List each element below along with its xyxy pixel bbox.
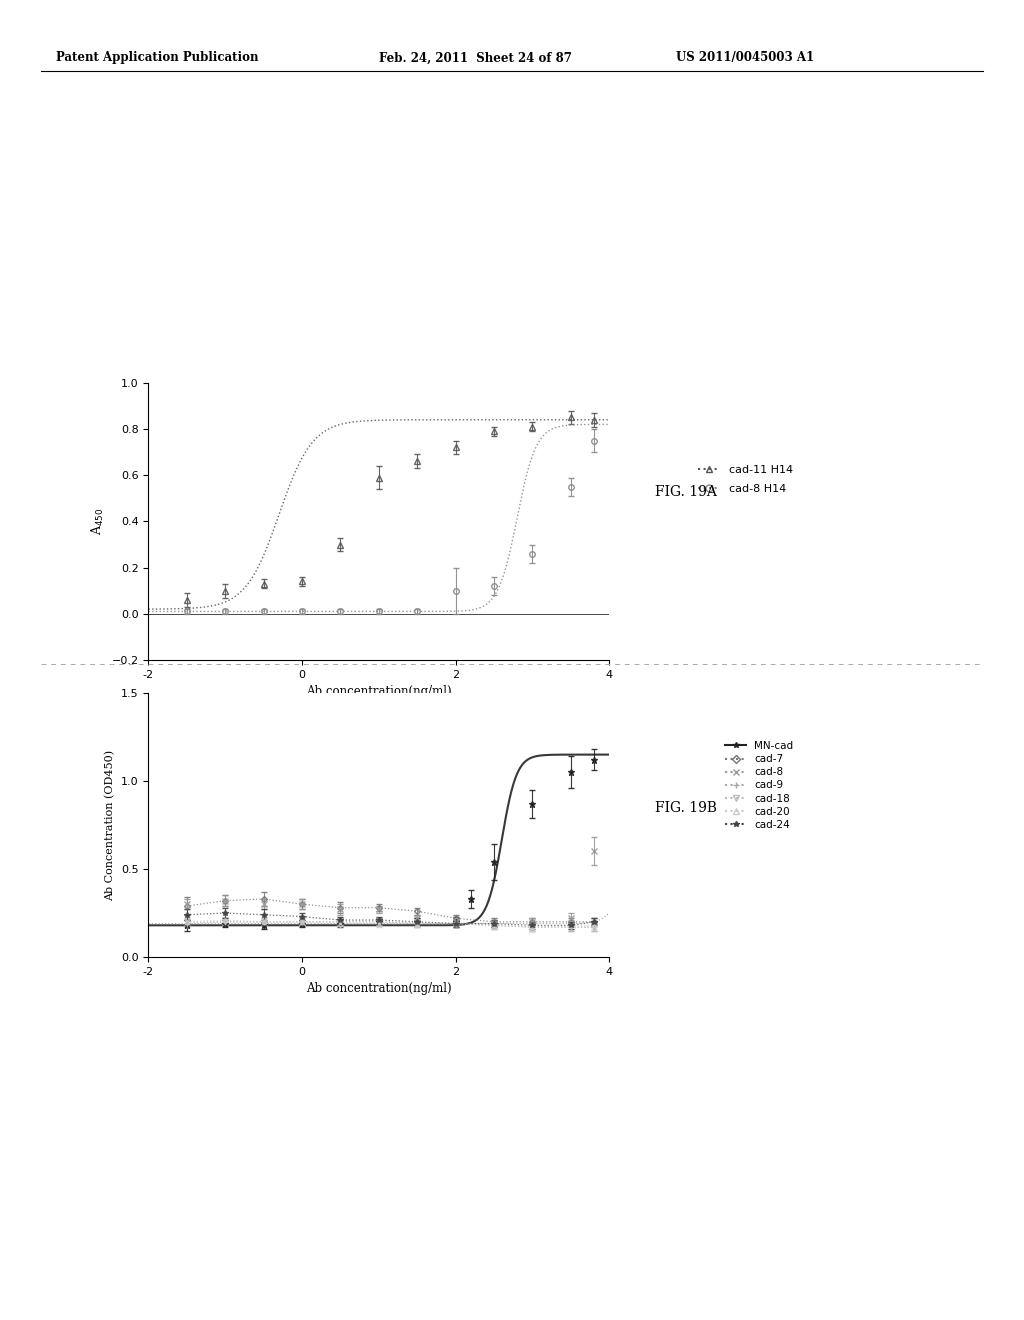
X-axis label: Ab concentration(ng/ml): Ab concentration(ng/ml) <box>306 685 452 698</box>
X-axis label: Ab concentration(ng/ml): Ab concentration(ng/ml) <box>306 982 452 995</box>
Legend: MN-cad, cad-7, cad-8, cad-9, cad-18, cad-20, cad-24: MN-cad, cad-7, cad-8, cad-9, cad-18, cad… <box>721 737 798 834</box>
Y-axis label: Ab Concentration (OD450): Ab Concentration (OD450) <box>105 750 116 900</box>
Text: Patent Application Publication: Patent Application Publication <box>56 51 259 65</box>
Legend: cad-11 H14, cad-8 H14: cad-11 H14, cad-8 H14 <box>693 461 798 499</box>
Text: Feb. 24, 2011  Sheet 24 of 87: Feb. 24, 2011 Sheet 24 of 87 <box>379 51 571 65</box>
Y-axis label: A$_{450}$: A$_{450}$ <box>90 508 106 535</box>
Text: FIG. 19A: FIG. 19A <box>655 486 717 499</box>
Text: US 2011/0045003 A1: US 2011/0045003 A1 <box>676 51 814 65</box>
Text: FIG. 19B: FIG. 19B <box>655 801 718 814</box>
